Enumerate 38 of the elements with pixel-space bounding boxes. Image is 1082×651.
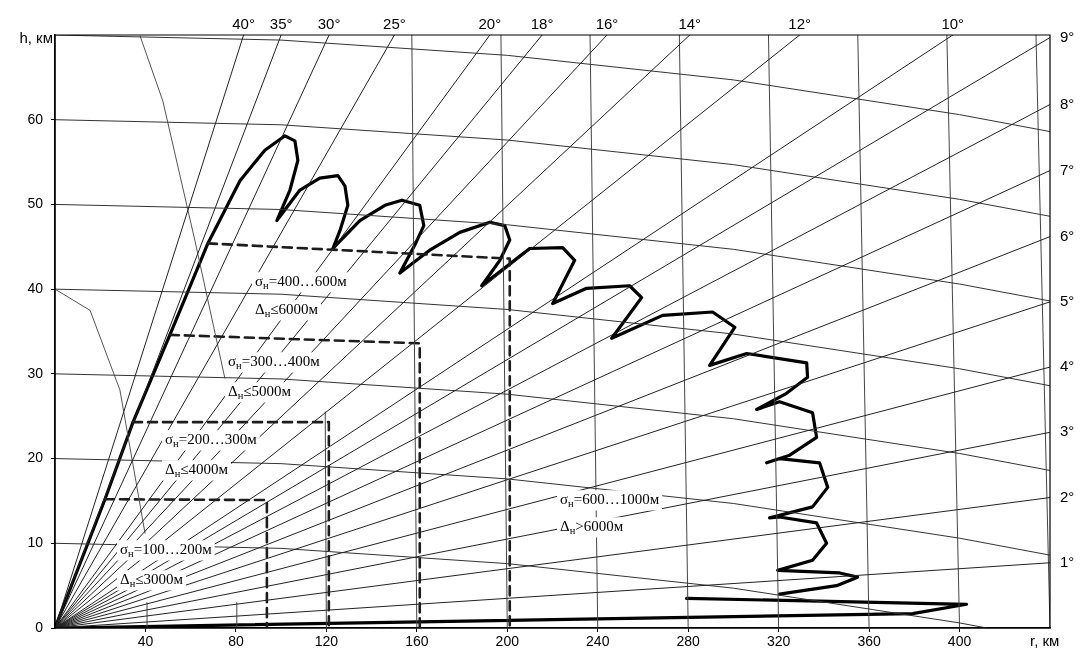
y-axis-title: h, км xyxy=(19,29,53,47)
y-tick-label: 60 xyxy=(27,110,44,127)
series-label: 6° xyxy=(1060,226,1075,244)
series-label: 8° xyxy=(1060,94,1075,112)
series-label: 20° xyxy=(478,14,502,32)
y-tick-label: 40 xyxy=(27,280,44,296)
x-tick-label: 160 xyxy=(405,633,429,650)
series-label: 30° xyxy=(317,14,341,32)
x-tick-label: 400 xyxy=(947,633,972,650)
y-tick-label: 20 xyxy=(27,449,44,466)
y-tick-label: 0 xyxy=(35,618,44,635)
x-tick-label: 80 xyxy=(228,633,244,650)
series-label: 35° xyxy=(269,14,293,32)
series-label: 7° xyxy=(1060,160,1075,178)
series-label: 25° xyxy=(383,14,406,32)
series-label: 12° xyxy=(788,14,812,32)
x-tick-label: 120 xyxy=(314,633,339,650)
series-label: 16° xyxy=(595,14,619,32)
x-tick-label: 320 xyxy=(766,633,791,650)
series-label: 1° xyxy=(1060,552,1075,570)
series-label: 9° xyxy=(1060,27,1075,45)
series-label: 4° xyxy=(1060,357,1075,375)
x-tick-label: 40 xyxy=(137,633,154,650)
x-tick-label: 240 xyxy=(586,633,610,650)
series-label: 5° xyxy=(1060,291,1075,309)
series-label: 40° xyxy=(232,14,255,32)
y-tick-label: 30 xyxy=(27,364,44,381)
y-tick-label: 10 xyxy=(27,534,44,551)
series-label: 18° xyxy=(530,14,554,32)
y-tick-label: 50 xyxy=(27,195,44,212)
x-tick-label: 280 xyxy=(676,633,701,650)
series-label: 10° xyxy=(941,14,965,32)
x-tick-label: 200 xyxy=(495,633,520,650)
series-label: 3° xyxy=(1060,422,1075,440)
series-label: 14° xyxy=(678,14,702,32)
x-axis-title: r, км xyxy=(1030,631,1060,649)
series-label: 2° xyxy=(1060,487,1075,505)
x-tick-label: 360 xyxy=(857,633,881,650)
